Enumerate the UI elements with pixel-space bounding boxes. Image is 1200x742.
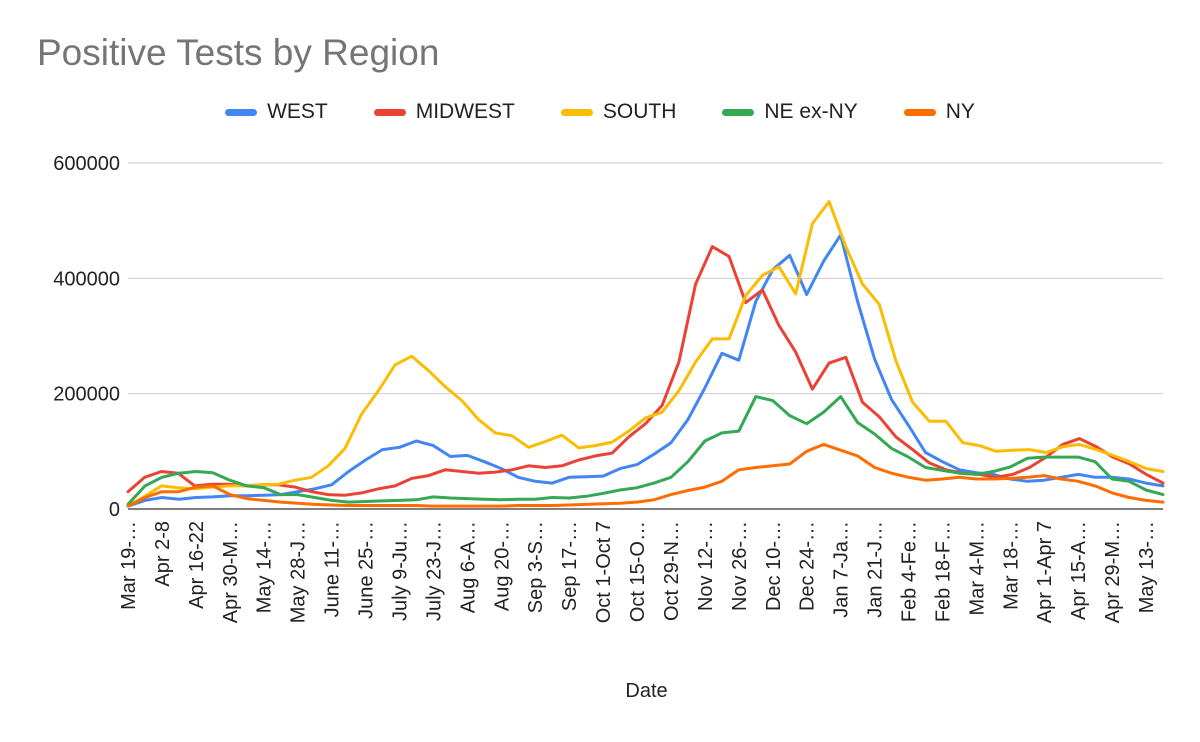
legend: WEST MIDWEST SOUTH NE ex-NY NY [0,98,1200,126]
x-tick-label: Sep 3-S… [525,521,547,613]
legend-item: SOUTH [560,100,677,124]
y-tick-label: 400000 [53,268,120,290]
x-axis-title: Date [625,680,668,702]
x-tick-label: Aug 20-… [491,521,513,611]
legend-label: NY [945,100,975,123]
y-tick-label: 0 [109,499,120,521]
x-tick-label: Nov 12-… [695,521,717,611]
x-tick-label: Mar 4-M… [966,521,988,615]
x-tick-label: Mar 19-… [118,521,140,610]
x-tick-label: Apr 30-M… [220,521,242,623]
legend-label: MIDWEST [415,100,515,123]
x-tick-label: Feb 4-Fe… [898,521,920,622]
series-line-midwest [126,245,1165,497]
x-tick-label: Jan 7-Ja… [831,521,853,618]
x-tick-label: June 11-… [322,521,344,617]
y-tick-label: 600000 [53,153,120,175]
y-tick-label: 200000 [53,384,120,406]
legend-label: WEST [267,100,328,123]
x-tick-label: Dec 24-… [797,521,819,611]
legend-swatch [560,108,593,116]
x-tick-label: July 23-J… [423,521,445,621]
legend-item: NE ex-NY [722,100,858,124]
x-tick-label: Apr 15-A… [1068,521,1090,620]
x-tick-label: Jan 21-J… [865,521,887,618]
x-tick-label: Nov 26-… [729,521,751,611]
legend-label: NE ex-NY [764,100,858,123]
x-tick-label: Apr 29-M… [1102,521,1124,623]
x-tick-label: May 14-… [254,521,276,613]
series-line-ne-ex-ny [126,395,1165,506]
series-line-south [126,200,1165,508]
legend-swatch [225,108,258,116]
x-tick-label: May 13-… [1136,521,1158,613]
x-tick-label: Feb 18-F… [932,521,954,622]
legend-label: SOUTH [602,100,677,123]
x-tick-label: May 28-J… [288,521,310,623]
x-tick-label: Mar 18-… [1000,521,1022,610]
x-tick-label: Apr 1-Apr 7 [1034,521,1056,623]
chart-title: Positive Tests by Region [37,32,440,73]
x-tick-label: Apr 2-8 [152,521,174,587]
x-tick-label: Dec 10-… [763,521,785,611]
legend-swatch [373,108,406,116]
x-tick-label: Sep 17-… [559,521,581,611]
x-tick-label: Oct 29-N… [661,521,683,621]
x-tick-label: Apr 16-22 [186,521,208,609]
legend-item: NY [903,100,975,124]
x-tick-label: Oct 1-Oct 7 [593,521,615,623]
x-tick-label: Aug 6-A… [457,521,479,613]
legend-swatch [722,108,755,116]
series-line-ny [126,442,1165,508]
legend-swatch [903,108,936,116]
legend-item: WEST [225,100,328,124]
x-tick-label: Oct 15-O… [627,521,649,622]
legend-item: MIDWEST [373,100,515,124]
x-tick-label: July 9-Ju… [389,521,411,621]
series-line-west [126,233,1165,508]
x-tick-label: June 25-… [356,521,378,619]
